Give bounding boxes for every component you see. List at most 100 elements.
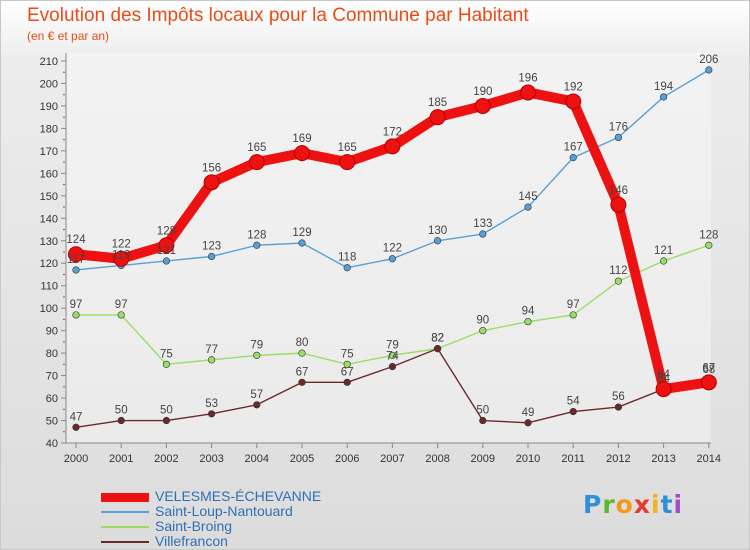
data-label: 172 xyxy=(383,126,402,138)
data-label: 185 xyxy=(428,97,447,109)
data-point xyxy=(705,241,713,249)
data-label: 119 xyxy=(112,249,130,261)
logo-letter: t xyxy=(660,490,674,519)
data-label: 112 xyxy=(609,265,627,277)
logo-letter: i xyxy=(651,490,661,519)
x-tick-label: 2009 xyxy=(471,453,495,465)
data-point xyxy=(610,196,627,213)
data-point xyxy=(208,410,216,418)
data-point xyxy=(253,241,261,249)
data-label: 169 xyxy=(292,133,311,145)
data-label: 117 xyxy=(67,254,85,266)
legend-swatch-velesmes xyxy=(101,493,149,502)
data-point xyxy=(474,97,491,114)
chart-subtitle: (en € et par an) xyxy=(27,29,110,43)
data-point xyxy=(162,416,170,425)
x-tick-label: 2011 xyxy=(561,453,585,465)
data-point xyxy=(659,93,668,101)
data-point xyxy=(479,416,487,425)
data-label: 122 xyxy=(383,243,402,255)
data-label: 145 xyxy=(518,191,537,203)
data-label: 68 xyxy=(702,364,715,376)
data-label: 146 xyxy=(609,185,628,197)
data-point xyxy=(117,416,125,425)
y-tick-label: 210 xyxy=(40,56,58,68)
data-point xyxy=(339,154,356,171)
x-tick-label: 2003 xyxy=(199,453,223,465)
data-label: 122 xyxy=(112,239,131,251)
data-point xyxy=(479,230,487,238)
data-label: 79 xyxy=(386,339,399,351)
data-label: 53 xyxy=(205,398,218,410)
data-point xyxy=(429,109,446,126)
data-label: 190 xyxy=(473,86,492,98)
data-label: 49 xyxy=(522,407,535,419)
legend-label-villefrancon: Villefrancon xyxy=(155,533,228,549)
data-label: 75 xyxy=(160,348,173,360)
data-label: 206 xyxy=(699,54,718,66)
data-label: 121 xyxy=(157,245,176,257)
legend-item-velesmes: VELESMES-ÉCHEVANNE xyxy=(101,488,421,504)
y-tick-label: 110 xyxy=(40,281,58,293)
data-label: 75 xyxy=(341,348,354,360)
chart-title: Evolution des Impôts locaux pour la Comm… xyxy=(27,5,529,26)
data-point xyxy=(705,66,713,74)
data-point xyxy=(659,257,668,265)
data-label: 90 xyxy=(476,315,489,327)
legend-swatch-saint-loup xyxy=(101,511,149,513)
data-label: 64 xyxy=(657,373,670,385)
data-point xyxy=(384,138,401,155)
data-label: 67 xyxy=(702,362,715,374)
x-tick-label: 2008 xyxy=(425,453,449,465)
x-tick-label: 2012 xyxy=(606,453,630,465)
data-label: 79 xyxy=(250,339,263,351)
data-point xyxy=(298,349,306,357)
legend-item-villefrancon: Villefrancon xyxy=(101,533,421,549)
data-label: 54 xyxy=(567,396,580,408)
y-tick-label: 50 xyxy=(46,416,58,428)
proxiti-logo: Proxiti xyxy=(583,490,683,519)
legend-item-saint-loup: Saint-Loup-Nantouard xyxy=(101,503,421,519)
data-label: 97 xyxy=(70,299,83,311)
data-label: 167 xyxy=(564,142,583,154)
legend-swatch-villefrancon xyxy=(101,541,149,543)
data-point xyxy=(614,277,623,285)
data-point xyxy=(162,360,170,368)
data-point xyxy=(614,403,623,411)
legend: VELESMES-ÉCHEVANNE Saint-Loup-Nantouard … xyxy=(101,488,421,549)
x-tick-label: 2010 xyxy=(516,453,540,465)
data-label: 176 xyxy=(609,121,628,133)
x-tick-label: 2007 xyxy=(380,453,404,465)
y-tick-label: 100 xyxy=(40,303,58,315)
data-label: 124 xyxy=(66,234,86,246)
logo-letter: P xyxy=(583,490,603,519)
x-tick-label: 2005 xyxy=(290,453,314,465)
data-label: 121 xyxy=(654,245,673,257)
data-point xyxy=(524,203,532,211)
y-tick-label: 190 xyxy=(40,101,58,113)
data-label: 194 xyxy=(654,81,674,93)
data-point xyxy=(298,378,306,386)
data-label: 156 xyxy=(202,162,221,174)
logo-letter: x xyxy=(633,490,651,519)
data-point xyxy=(565,93,582,110)
data-point xyxy=(253,401,261,409)
data-label: 196 xyxy=(518,72,537,84)
data-point xyxy=(113,250,130,267)
legend-label-saint-loup: Saint-Loup-Nantouard xyxy=(155,503,293,519)
data-label: 165 xyxy=(338,142,357,154)
data-point xyxy=(343,264,351,272)
data-label: 50 xyxy=(160,405,173,417)
data-point xyxy=(158,237,175,254)
y-tick-label: 40 xyxy=(46,438,58,450)
data-label: 82 xyxy=(431,333,444,345)
data-label: 128 xyxy=(247,229,266,241)
data-point xyxy=(343,360,351,368)
data-point xyxy=(72,266,80,274)
data-label: 80 xyxy=(296,337,309,349)
data-point xyxy=(614,133,623,141)
data-point xyxy=(388,351,397,359)
data-label: 56 xyxy=(612,391,625,403)
